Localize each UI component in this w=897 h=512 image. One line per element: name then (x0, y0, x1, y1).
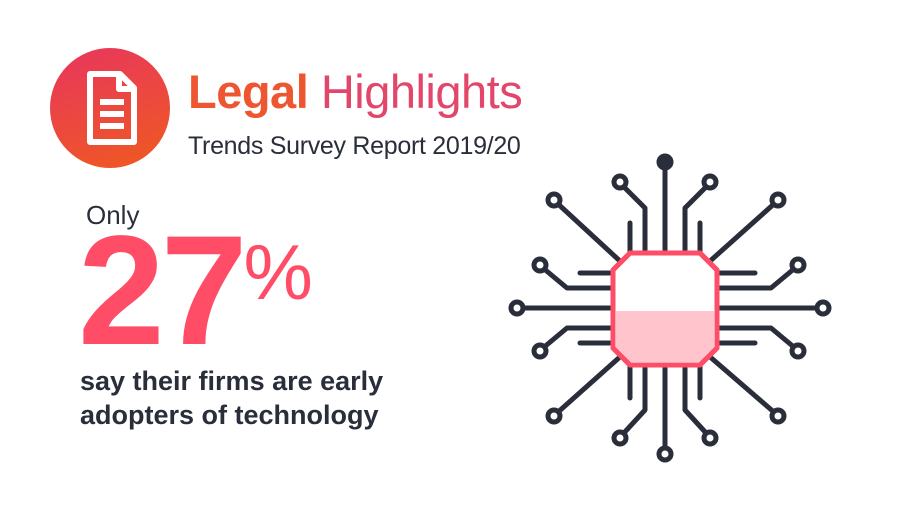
stat-unit: % (243, 228, 313, 316)
logo-badge (50, 48, 170, 168)
page-title: Legal Highlights (188, 62, 523, 122)
page-subtitle: Trends Survey Report 2019/20 (188, 132, 521, 160)
stat-prefix: Only (86, 200, 140, 230)
stat-value: 27% (78, 213, 313, 369)
stat-number: 27 (78, 204, 248, 378)
document-icon (87, 71, 137, 145)
title-bold-word: Legal (188, 65, 309, 118)
circuit-chip-icon (508, 153, 832, 463)
stat-caption: say their firms are early adopters of te… (80, 366, 384, 430)
title-light-word: Highlights (320, 65, 523, 118)
